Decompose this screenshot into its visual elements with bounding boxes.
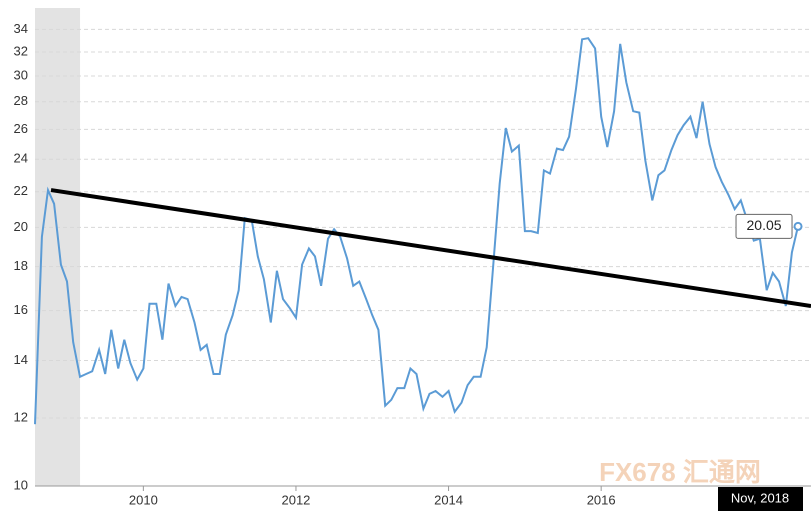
data-line <box>34 37 799 425</box>
y-tick-label: 34 <box>14 21 28 36</box>
y-tick-label: 24 <box>14 151 28 166</box>
y-tick-label: 22 <box>14 183 28 198</box>
y-tick-label: 10 <box>14 477 28 492</box>
last-point <box>793 221 803 231</box>
date-label-box <box>718 487 803 511</box>
trend-line <box>50 188 811 308</box>
x-tick-label: 2012 <box>281 492 310 507</box>
y-tick-label: 14 <box>14 352 28 367</box>
y-tick-label: 20 <box>14 219 28 234</box>
x-tick-label: 2016 <box>587 492 616 507</box>
x-tick-label: 2010 <box>129 492 158 507</box>
tooltip-box <box>735 213 793 239</box>
x-tick-label: 2014 <box>434 492 463 507</box>
y-tick-label: 28 <box>14 93 28 108</box>
y-tick-label: 30 <box>14 67 28 82</box>
watermark: FX678 汇通网 <box>599 457 761 487</box>
tooltip-value: 20.05 <box>747 217 782 233</box>
date-label: Nov, 2018 <box>731 490 789 505</box>
y-tick-label: 26 <box>14 121 28 136</box>
y-tick-label: 18 <box>14 258 28 273</box>
y-tick-label: 32 <box>14 43 28 58</box>
y-tick-label: 16 <box>14 302 28 317</box>
y-tick-label: 12 <box>14 409 28 424</box>
